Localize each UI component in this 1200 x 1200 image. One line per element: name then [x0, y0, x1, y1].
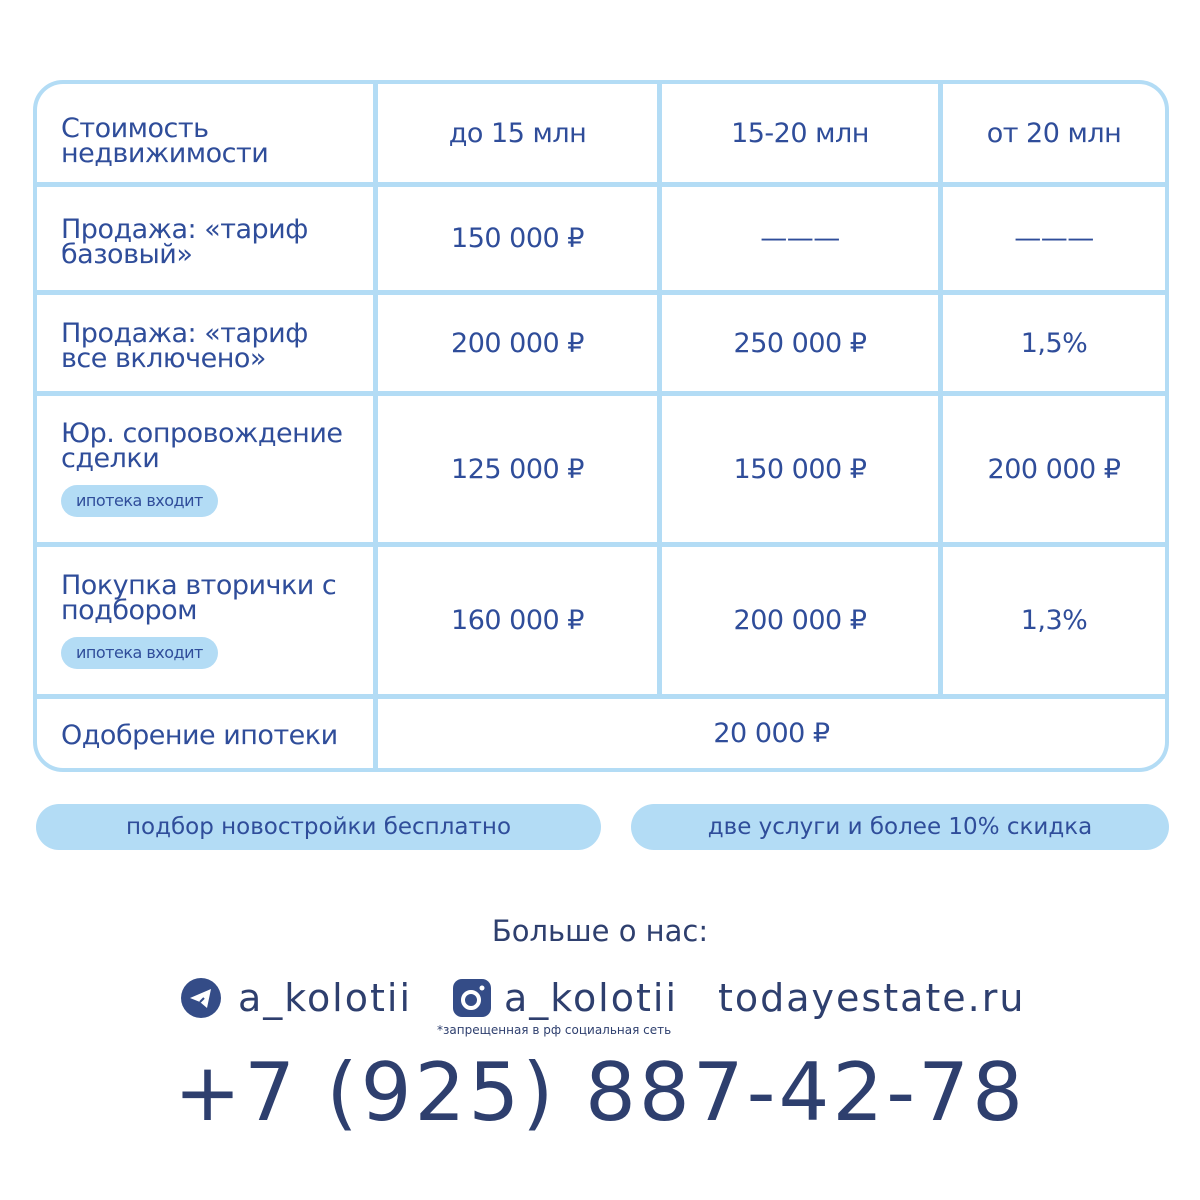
instagram-icon — [453, 979, 491, 1017]
cell: 125 000 ₽ — [378, 396, 657, 542]
row-label-text: Покупка вторички с подбором — [61, 569, 337, 626]
cell: 250 000 ₽ — [662, 295, 938, 391]
header-col: 15-20 млн — [662, 84, 938, 182]
cell: ——— — [943, 187, 1165, 290]
cell: 20 000 ₽ — [378, 699, 1165, 768]
cell: 1,5% — [943, 295, 1165, 391]
instagram-handle: a_kolotii — [504, 976, 679, 1020]
price-table: Стоимость недвижимости до 15 млн 15-20 м… — [33, 80, 1169, 772]
website-link[interactable]: todayestate.ru — [718, 976, 1026, 1020]
discount-pill: две услуги и более 10% скидка — [631, 804, 1169, 850]
telegram-link[interactable]: a_kolotii — [180, 976, 412, 1020]
cell: 200 000 ₽ — [378, 295, 657, 391]
phone-number[interactable]: +7 (925) 887-42-78 — [174, 1046, 1026, 1139]
row-label: Юр. сопровождение сделки ипотека входит — [37, 396, 373, 542]
row-label: Покупка вторички с подбором ипотека входи… — [37, 547, 373, 694]
row-label: Одобрение ипотеки — [37, 699, 373, 768]
header-col: до 15 млн — [378, 84, 657, 182]
cell: 150 000 ₽ — [378, 187, 657, 290]
cell: 1,3% — [943, 547, 1165, 694]
telegram-icon — [181, 978, 221, 1018]
header-col: от 20 млн — [943, 84, 1165, 182]
instagram-link[interactable]: a_kolotii — [452, 976, 678, 1020]
cell: 150 000 ₽ — [662, 396, 938, 542]
cell: ——— — [662, 187, 938, 290]
row-label: Продажа: «тариф базовый» — [37, 187, 373, 290]
header-label: Стоимость недвижимости — [37, 84, 373, 182]
cell: 200 000 ₽ — [662, 547, 938, 694]
cell: 160 000 ₽ — [378, 547, 657, 694]
telegram-handle: a_kolotii — [238, 976, 413, 1020]
more-about-us: Больше о нас: — [491, 914, 709, 948]
row-label: Продажа: «тариф все включено» — [37, 295, 373, 391]
free-newbuild-pill: подбор новостройки бесплатно — [36, 804, 601, 850]
mortgage-tag: ипотека входит — [61, 636, 218, 669]
row-label-text: Юр. сопровождение сделки — [61, 418, 343, 474]
cell: 200 000 ₽ — [943, 396, 1165, 542]
mortgage-tag: ипотека входит — [61, 485, 218, 517]
instagram-note: *запрещенная в рф социальная сеть — [437, 1023, 672, 1037]
